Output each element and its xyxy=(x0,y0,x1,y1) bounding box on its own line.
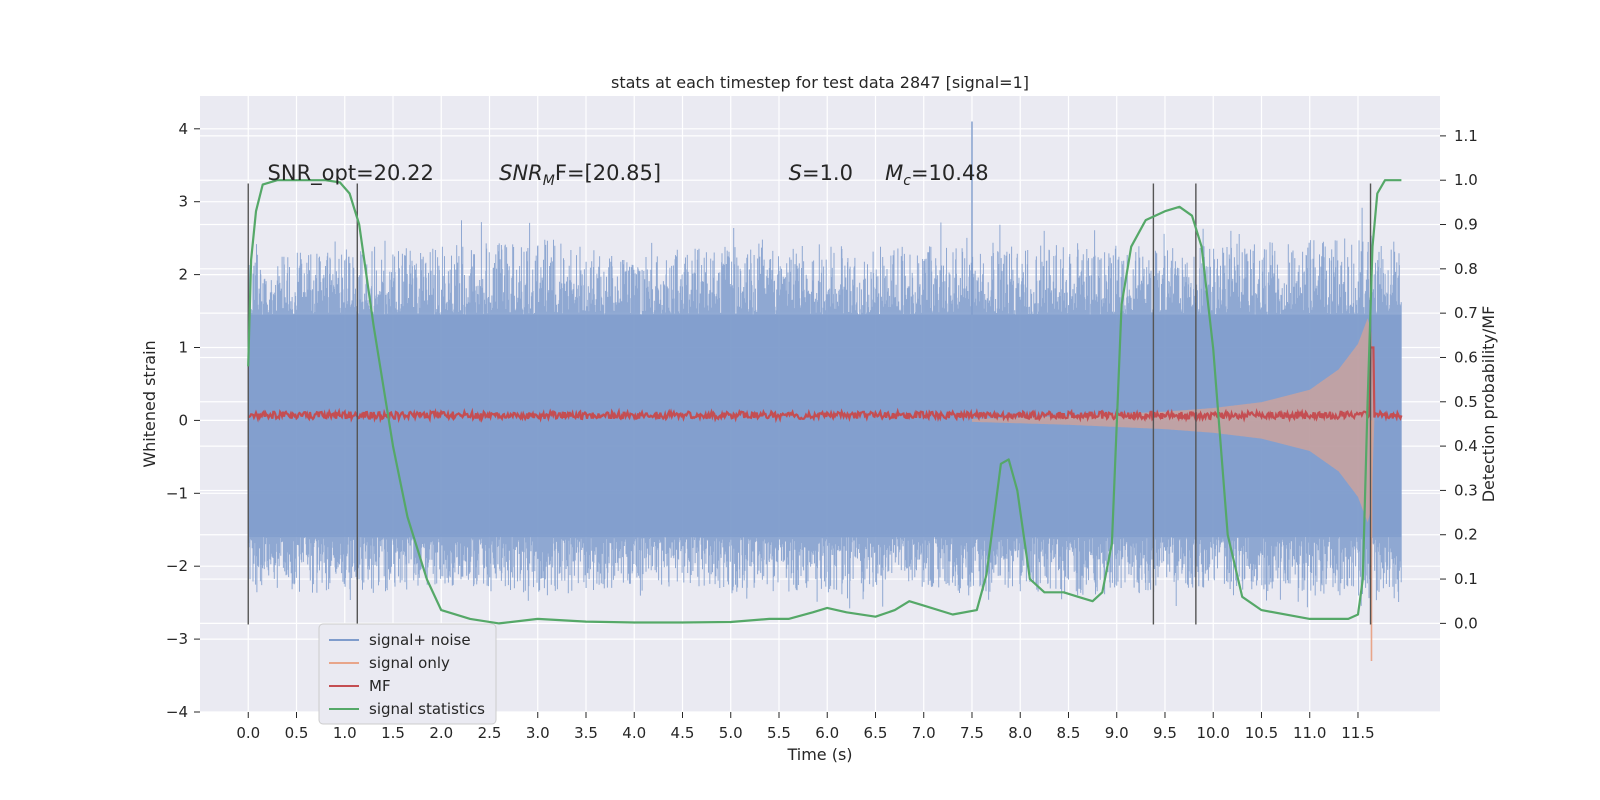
x-tick-label: 5.0 xyxy=(719,724,743,742)
y-right-tick-label: 0.3 xyxy=(1454,481,1478,499)
y-right-tick-label: 0.7 xyxy=(1454,304,1478,322)
annotation-value: =1.0 xyxy=(802,161,853,185)
x-axis-ticks: 0.0 0.5 1.0 1.5 2.0 2.5 3.0 3.5 4.0 4.5 5.0 5.5 6.0 6… xyxy=(236,712,1375,742)
y-right-axis-title: Detection probability/MF xyxy=(1479,306,1498,503)
annotation-subscript: M xyxy=(543,173,555,189)
x-tick-label: 5.5 xyxy=(767,724,791,742)
vertical-markers xyxy=(247,183,1372,625)
annotation-chirp-mass: Mc=10.48 xyxy=(885,161,989,189)
signal-only-series xyxy=(972,318,1375,661)
x-axis-title: Time (s) xyxy=(786,745,852,764)
legend-label-statistics: signal statistics xyxy=(369,700,485,718)
legend-label-mf: MF xyxy=(369,677,391,695)
annotation-snr-opt: SNR_opt=20.22 xyxy=(268,161,434,186)
y-right-tick-label: 0.4 xyxy=(1454,437,1478,455)
x-tick-label: 8.5 xyxy=(1057,724,1081,742)
x-tick-label: 4.5 xyxy=(671,724,695,742)
annotation-subscript: c xyxy=(903,173,911,189)
signal-only-band xyxy=(972,318,1375,523)
x-tick-label: 11.5 xyxy=(1341,724,1374,742)
y-right-tick-label: 0.1 xyxy=(1454,570,1478,588)
mf-series xyxy=(247,346,1403,424)
legend: signal+ noise signal only MF signal stat… xyxy=(318,623,497,725)
y-tick-label: 1 xyxy=(178,339,188,357)
x-tick-label: 8.0 xyxy=(1008,724,1032,742)
y-right-tick-label: 1.1 xyxy=(1454,127,1478,145)
x-tick-label: 6.0 xyxy=(815,724,839,742)
annotation-s-value: S=1.0 xyxy=(789,161,853,185)
y-tick-label: 4 xyxy=(178,120,188,138)
y-axis-title: Whitened strain xyxy=(140,340,159,467)
y-tick-label: 2 xyxy=(178,266,188,284)
x-tick-label: 11.0 xyxy=(1293,724,1326,742)
x-tick-label: 10.5 xyxy=(1245,724,1278,742)
legend-box xyxy=(318,623,497,725)
y-right-tick-label: 0.0 xyxy=(1454,614,1478,632)
x-tick-label: 7.0 xyxy=(912,724,936,742)
annotation-value: =10.48 xyxy=(911,161,989,185)
y-tick-label: −4 xyxy=(166,703,188,721)
annotation-symbol: M xyxy=(885,161,903,185)
x-tick-label: 10.0 xyxy=(1197,724,1230,742)
signal-statistics-line xyxy=(247,179,1402,625)
x-tick-label: 1.5 xyxy=(381,724,405,742)
x-tick-label: 7.5 xyxy=(960,724,984,742)
mf-trace xyxy=(247,346,1403,424)
x-tick-label: 2.0 xyxy=(429,724,453,742)
x-tick-label: 4.0 xyxy=(622,724,646,742)
y-axis-ticks: −4 −3 −2 −1 0 1 2 3 4 xyxy=(166,120,200,721)
x-tick-label: 3.5 xyxy=(574,724,598,742)
x-tick-label: 6.5 xyxy=(864,724,888,742)
legend-label-signal: signal only xyxy=(369,654,450,672)
y-tick-label: −1 xyxy=(166,484,188,502)
annotation-symbol: SNR xyxy=(499,161,543,185)
annotation-value: F=[20.85] xyxy=(555,161,661,185)
y-right-tick-label: 0.2 xyxy=(1454,526,1478,544)
y-tick-label: −2 xyxy=(166,557,188,575)
signal-statistics-series xyxy=(247,179,1402,625)
x-tick-label: 3.0 xyxy=(526,724,550,742)
x-tick-label: 2.5 xyxy=(478,724,502,742)
annotation-symbol: S xyxy=(789,161,802,185)
y-right-tick-label: 0.6 xyxy=(1454,348,1478,366)
x-tick-label: 9.5 xyxy=(1153,724,1177,742)
annotation-snr-mf: SNRMF=[20.85] xyxy=(499,161,661,189)
y-tick-label: 3 xyxy=(178,193,188,211)
x-tick-label: 0.0 xyxy=(236,724,260,742)
y-right-tick-label: 1.0 xyxy=(1454,171,1478,189)
x-tick-label: 9.0 xyxy=(1105,724,1129,742)
x-tick-label: 0.5 xyxy=(285,724,309,742)
y-tick-label: −3 xyxy=(166,630,188,648)
annotations: SNR_opt=20.22 SNRMF=[20.85] S=1.0 Mc=10.48 xyxy=(268,161,989,189)
chart-title: stats at each timestep for test data 284… xyxy=(611,73,1029,92)
y-right-tick-label: 0.5 xyxy=(1454,393,1478,411)
legend-label-noise: signal+ noise xyxy=(369,631,471,649)
x-tick-label: 1.0 xyxy=(333,724,357,742)
y-tick-label: 0 xyxy=(178,411,188,429)
y-right-axis-ticks: 0.0 0.1 0.2 0.3 0.4 0.5 0.6 0.7 0.8 0.9 1.0 1.1 xyxy=(1440,127,1478,632)
y-right-tick-label: 0.9 xyxy=(1454,216,1478,234)
y-right-tick-label: 0.8 xyxy=(1454,260,1478,278)
